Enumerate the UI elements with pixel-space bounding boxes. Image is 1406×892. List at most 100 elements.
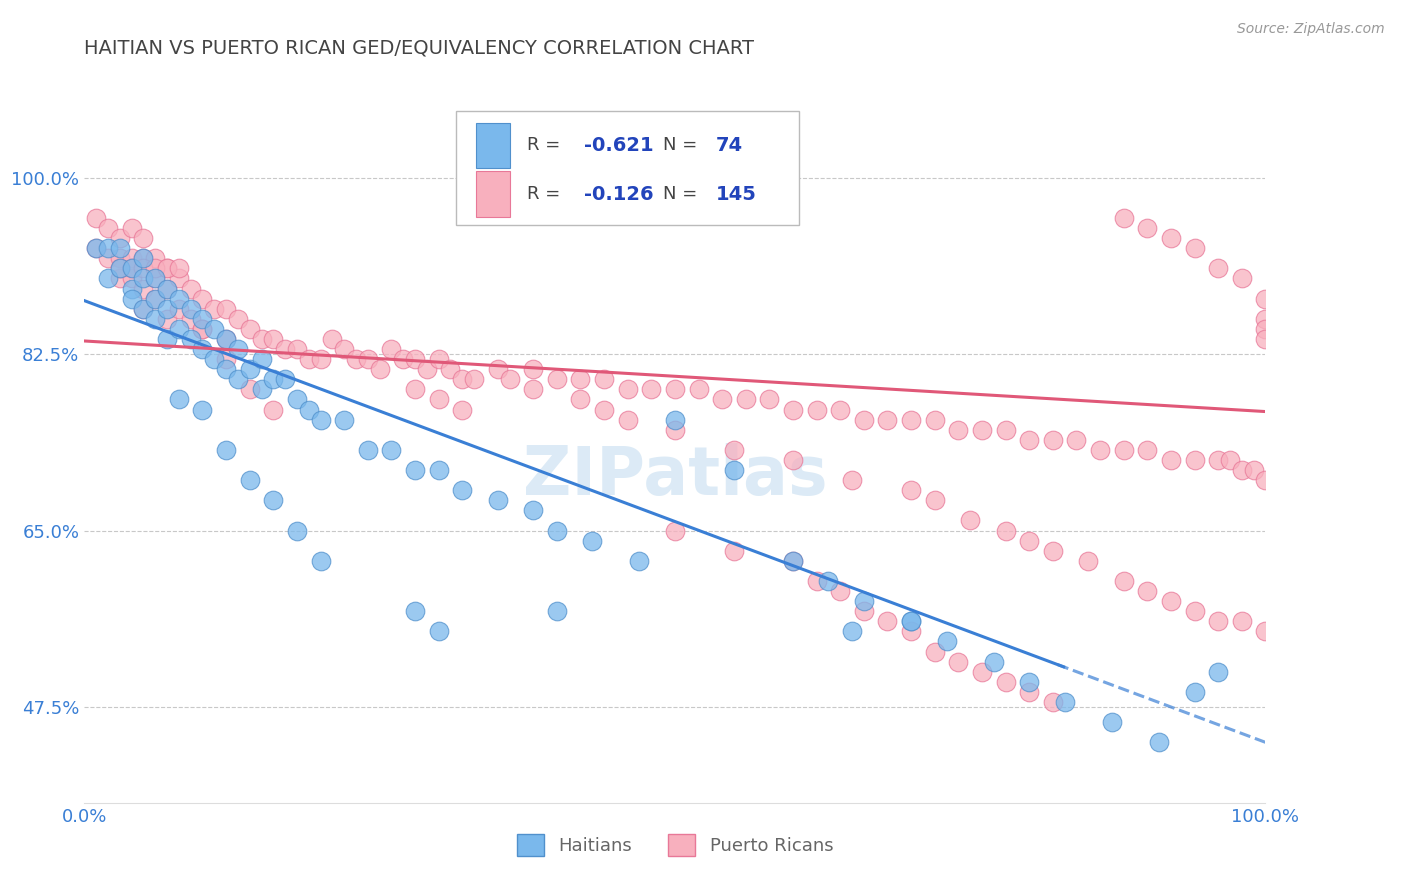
Puerto Ricans: [1042, 695, 1064, 709]
Puerto Ricans: [262, 402, 284, 417]
Puerto Ricans: [593, 402, 616, 417]
Puerto Ricans: [1254, 332, 1277, 346]
Haitians: [333, 412, 356, 426]
Puerto Ricans: [239, 322, 262, 336]
Puerto Ricans: [1136, 442, 1159, 457]
Haitians: [97, 241, 120, 255]
Puerto Ricans: [1160, 231, 1182, 245]
Puerto Ricans: [404, 352, 426, 367]
Haitians: [935, 634, 957, 648]
Puerto Ricans: [180, 281, 202, 295]
Haitians: [108, 261, 131, 276]
Haitians: [97, 271, 120, 285]
Puerto Ricans: [167, 261, 190, 276]
Puerto Ricans: [84, 241, 107, 255]
Puerto Ricans: [121, 252, 143, 266]
Puerto Ricans: [156, 281, 179, 295]
Text: R =: R =: [527, 136, 567, 154]
Haitians: [202, 352, 225, 367]
Text: 145: 145: [716, 185, 756, 203]
Puerto Ricans: [121, 221, 143, 235]
Puerto Ricans: [924, 493, 946, 508]
Puerto Ricans: [132, 301, 155, 316]
Haitians: [852, 594, 875, 608]
Haitians: [215, 362, 238, 376]
Puerto Ricans: [167, 301, 190, 316]
Puerto Ricans: [546, 372, 568, 386]
Haitians: [250, 352, 273, 367]
Puerto Ricans: [569, 392, 592, 407]
Haitians: [1147, 735, 1170, 749]
Puerto Ricans: [380, 342, 402, 356]
Puerto Ricans: [132, 252, 155, 266]
Text: HAITIAN VS PUERTO RICAN GED/EQUIVALENCY CORRELATION CHART: HAITIAN VS PUERTO RICAN GED/EQUIVALENCY …: [84, 39, 755, 58]
Haitians: [143, 311, 166, 326]
Puerto Ricans: [498, 372, 520, 386]
Haitians: [167, 292, 190, 306]
Puerto Ricans: [1160, 594, 1182, 608]
Puerto Ricans: [215, 301, 238, 316]
FancyBboxPatch shape: [457, 111, 799, 226]
Haitians: [132, 301, 155, 316]
Haitians: [108, 241, 131, 255]
Haitians: [215, 332, 238, 346]
Puerto Ricans: [108, 252, 131, 266]
Haitians: [156, 281, 179, 295]
Puerto Ricans: [285, 342, 308, 356]
Haitians: [900, 615, 922, 629]
Puerto Ricans: [156, 311, 179, 326]
Puerto Ricans: [321, 332, 343, 346]
Puerto Ricans: [806, 574, 828, 588]
Puerto Ricans: [1206, 261, 1229, 276]
Puerto Ricans: [1184, 604, 1206, 618]
Puerto Ricans: [262, 332, 284, 346]
Puerto Ricans: [841, 473, 863, 487]
Haitians: [782, 554, 804, 568]
Haitians: [983, 655, 1005, 669]
Puerto Ricans: [1254, 473, 1277, 487]
Text: Source: ZipAtlas.com: Source: ZipAtlas.com: [1237, 22, 1385, 37]
Puerto Ricans: [143, 261, 166, 276]
Haitians: [664, 412, 686, 426]
Haitians: [298, 402, 321, 417]
Puerto Ricans: [1230, 463, 1253, 477]
Puerto Ricans: [202, 301, 225, 316]
Haitians: [522, 503, 544, 517]
Puerto Ricans: [156, 261, 179, 276]
Puerto Ricans: [852, 604, 875, 618]
Puerto Ricans: [876, 412, 898, 426]
Puerto Ricans: [1136, 584, 1159, 599]
FancyBboxPatch shape: [477, 171, 509, 217]
Puerto Ricans: [734, 392, 756, 407]
Puerto Ricans: [274, 342, 297, 356]
Puerto Ricans: [1018, 433, 1040, 447]
Puerto Ricans: [723, 442, 745, 457]
Haitians: [1206, 665, 1229, 679]
Puerto Ricans: [427, 352, 450, 367]
Puerto Ricans: [664, 423, 686, 437]
Haitians: [215, 442, 238, 457]
Haitians: [180, 332, 202, 346]
Puerto Ricans: [900, 412, 922, 426]
Puerto Ricans: [1112, 442, 1135, 457]
Haitians: [1184, 685, 1206, 699]
Haitians: [581, 533, 603, 548]
Haitians: [285, 392, 308, 407]
Puerto Ricans: [1254, 311, 1277, 326]
Text: -0.621: -0.621: [583, 136, 654, 155]
Haitians: [723, 463, 745, 477]
Haitians: [404, 604, 426, 618]
Haitians: [226, 342, 249, 356]
Haitians: [451, 483, 474, 498]
Puerto Ricans: [427, 392, 450, 407]
Puerto Ricans: [1254, 624, 1277, 639]
Haitians: [427, 463, 450, 477]
Puerto Ricans: [924, 412, 946, 426]
Puerto Ricans: [664, 383, 686, 397]
Haitians: [546, 604, 568, 618]
Puerto Ricans: [451, 402, 474, 417]
Haitians: [239, 362, 262, 376]
Puerto Ricans: [215, 352, 238, 367]
Puerto Ricans: [226, 311, 249, 326]
Puerto Ricans: [250, 332, 273, 346]
